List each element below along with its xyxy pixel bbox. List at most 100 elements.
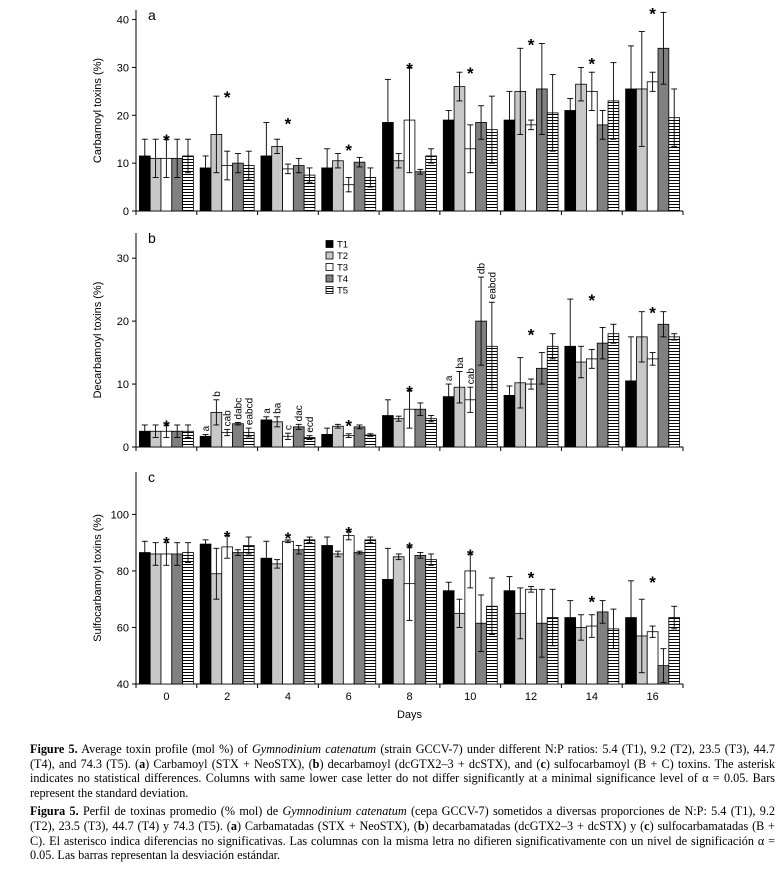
error-bar [406, 66, 413, 174]
error-bar [456, 71, 463, 102]
error-bar [610, 608, 617, 650]
x-tick-label: 14 [586, 691, 598, 703]
error-bar [224, 535, 231, 559]
bar [171, 553, 183, 685]
significance-marker: * [649, 573, 656, 592]
bar [332, 553, 344, 685]
error-bar [163, 542, 170, 566]
x-tick-label: 6 [346, 691, 352, 703]
y-tick-label: 20 [117, 110, 129, 122]
x-tick-label: 0 [163, 691, 169, 703]
panel-label: a [148, 7, 156, 23]
bar [364, 539, 377, 685]
bar [138, 552, 151, 685]
significance-marker: * [528, 569, 535, 588]
error-bar [517, 47, 524, 135]
error-bar [478, 276, 485, 366]
group-letter: ba [455, 357, 466, 369]
significance-marker: * [528, 36, 535, 55]
error-bar [488, 301, 495, 391]
error-bar [384, 399, 391, 432]
error-bar [274, 416, 281, 428]
error-bar [384, 547, 391, 611]
error-bar [384, 78, 391, 166]
bar [392, 418, 405, 448]
bar [271, 145, 283, 212]
error-bar [306, 167, 313, 183]
caption-text: a [230, 818, 237, 833]
caption-text: Gymnodinium catenatum [282, 804, 407, 819]
error-bar [284, 539, 291, 544]
y-tick-label: 0 [123, 442, 129, 454]
error-bar [334, 423, 341, 429]
error-bar [417, 402, 424, 416]
bar [260, 419, 273, 448]
significance-marker: * [528, 326, 535, 345]
group-letter: dabc [233, 398, 244, 420]
group-letter: eabcd [487, 272, 498, 299]
significance-marker: * [649, 304, 656, 323]
error-bar [506, 90, 513, 150]
error-bar [660, 648, 667, 684]
caption-text: (cepa GCCV-7) sometidos a diversas propo… [30, 804, 775, 833]
error-bar [284, 432, 291, 440]
error-bar [517, 587, 524, 640]
error-bar [395, 415, 402, 422]
legend-label: T1 [337, 240, 348, 251]
caption-text: ) decarbamoyl (dcGTX2–3 + dcSTX), and ( [319, 756, 541, 771]
panel-label: c [148, 469, 155, 485]
group-letter: cab [466, 368, 477, 385]
error-bar [445, 110, 452, 131]
error-bar [234, 153, 241, 174]
bar [425, 155, 437, 212]
error-bar [428, 148, 435, 164]
x-tick-label: 2 [224, 691, 230, 703]
significance-marker: * [467, 546, 474, 565]
error-bar [202, 155, 209, 181]
error-bar [506, 385, 513, 406]
error-bar [445, 383, 452, 410]
error-bar [467, 553, 474, 589]
significance-marker: * [285, 529, 292, 548]
error-bar [638, 31, 645, 147]
error-bar [588, 71, 595, 111]
legend-label: T2 [337, 251, 348, 262]
bar [242, 545, 255, 685]
y-tick-label: 40 [117, 15, 129, 27]
error-bar [599, 326, 606, 360]
bar [182, 552, 194, 685]
error-bar [334, 550, 341, 558]
bar [525, 588, 537, 685]
significance-marker: * [406, 382, 413, 401]
group-letter: c [283, 425, 294, 430]
error-bar [202, 433, 209, 439]
legend-label: T5 [337, 286, 348, 297]
caption-text: (strain GCCV-7) under different N:P rati… [30, 742, 775, 771]
bar [392, 556, 405, 685]
error-bar [588, 614, 595, 638]
error-bar [213, 547, 220, 600]
significance-marker: * [163, 131, 170, 150]
error-bar [395, 153, 402, 169]
x-axis-label: Days [397, 709, 423, 721]
error-bar [488, 95, 495, 164]
bar [646, 81, 659, 212]
bar [607, 333, 620, 448]
caption-text: Figura 5. [30, 804, 79, 819]
error-bar [638, 311, 645, 363]
caption-text: Perfil de toxinas promedio (% mol) de [78, 804, 283, 819]
error-bar [567, 98, 574, 123]
error-bar [478, 105, 485, 140]
error-bar [628, 580, 635, 655]
error-bar [549, 333, 556, 360]
error-bar [671, 605, 678, 630]
legend-swatch [325, 274, 334, 283]
error-bar [324, 536, 331, 555]
bar [564, 110, 577, 212]
error-bar [334, 153, 341, 169]
error-bar [345, 177, 352, 193]
error-bar [152, 542, 159, 566]
error-bar [538, 43, 545, 135]
error-bar [660, 311, 667, 338]
error-bar [263, 416, 270, 424]
